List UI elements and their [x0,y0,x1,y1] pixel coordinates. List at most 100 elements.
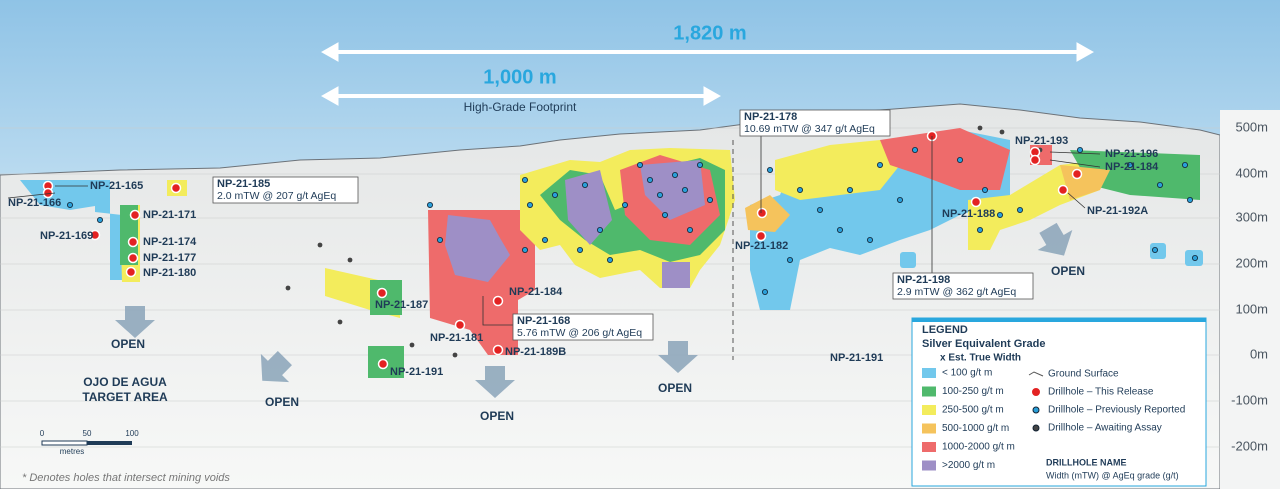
scale-bar-labels: 0 50 100 [40,429,139,438]
hole-label: NP-21-187 [375,299,428,311]
elevation-label: 100m [1235,301,1268,316]
legend-label: Drillhole – Previously Reported [1048,405,1185,416]
callout-box [512,313,654,341]
legend-swatch [922,442,936,452]
hole-label: NP-21-180 [143,267,196,279]
dot-previous [897,196,904,203]
legend-label: Ground Surface [1048,369,1119,380]
dot-release [377,358,389,370]
zone [662,262,690,288]
callout-box [892,272,1034,300]
open-arrows: OPEN OPEN OPEN OPEN OPEN [111,222,1085,423]
elevation-label: 200m [1235,255,1268,270]
zone [565,170,612,245]
legend-symbol [1028,371,1044,377]
hole-label: NP-21-171 [143,209,196,221]
open-arrow [1037,222,1073,256]
hole-label: NP-21-191 [830,352,883,364]
dot-previous [1182,161,1189,168]
hole-label: NP-21-184 [509,286,563,298]
legend-label: 250-500 g/t m [942,405,1004,416]
hole-label: NP-21-165 [90,180,143,192]
elevation-label: -100m [1231,392,1268,407]
dot-release [1057,184,1069,196]
dot-previous [577,246,584,253]
dot-release [89,229,101,241]
open-label: OPEN [658,381,692,395]
dot-release [129,209,141,221]
zone [1070,150,1200,200]
callout-hole: NP-21-198 [897,274,950,286]
dot-previous [582,181,589,188]
dot-release [125,266,137,278]
callout-hole: NP-21-178 [744,111,797,123]
dot-previous [542,236,549,243]
dot-release [454,319,466,331]
dot-awaiting [999,129,1005,135]
legend-label: >2000 g/t m [942,460,995,471]
legend-label: Drillhole – Awaiting Assay [1048,423,1162,434]
dot-previous [957,156,964,163]
dot-release [1071,168,1083,180]
scale-bar [87,441,132,445]
hole-label: NP-21-182 [735,240,788,252]
dot-previous [522,246,529,253]
dot-previous [552,191,559,198]
callout-box [212,176,359,204]
callout-detail: 5.76 mTW @ 206 g/t AgEq [517,327,642,339]
scale-tick: 100 [125,429,139,438]
elevation-label: 500m [1235,119,1268,134]
dot-previous [847,186,854,193]
dot-previous [912,146,919,153]
dot-awaiting [347,257,353,263]
hole-label: NP-21-188 [942,208,995,220]
legend-swatch [922,368,936,378]
legend-swatch [922,386,936,397]
dot-previous [1187,196,1194,203]
legend-label: 500-1000 g/t m [942,423,1009,434]
scale-arrows [320,42,1095,106]
leader [1067,192,1086,209]
leader [482,296,513,326]
footnote: * Denotes holes that intersect mining vo… [22,472,230,484]
dot-awaiting [285,285,291,291]
legend-title: LEGEND [922,324,968,336]
dot-previous [837,226,844,233]
dot-release [970,196,982,208]
zone [880,128,1010,190]
dot-awaiting [409,342,415,348]
hole-label: NP-21-177 [143,252,196,264]
dot-previous [647,176,654,183]
legend-symbol [1032,406,1040,414]
scale-unit: metres [60,447,84,456]
dot-previous [1127,161,1134,168]
arrow-head [320,42,1095,62]
callout-box [739,109,891,137]
dot-previous [622,201,629,208]
leader [7,192,56,199]
dot-previous [426,201,433,208]
dot-previous [797,186,804,193]
dot-previous [522,176,529,183]
grade-zones [20,128,1203,378]
hole-label: NP-21-174 [143,236,197,248]
target-area: OJO DE AGUA [83,375,167,389]
dot-previous [1192,254,1199,261]
footprint-label: High-Grade Footprint [464,100,577,114]
scale-tick: 50 [83,429,92,438]
legend-bar [912,318,1206,322]
dot-previous [1157,181,1164,188]
axis-panel [1220,110,1280,489]
dot-previous [67,201,74,208]
dot-release [127,252,139,264]
legend-label: Drillhole – This Release [1048,387,1154,398]
leader [1049,151,1101,155]
dot-release [492,344,504,356]
dot-previous [662,211,669,218]
zone [640,160,705,220]
dot-previous [97,216,104,223]
dot-awaiting [317,242,323,248]
dot-previous [597,226,604,233]
hole-label: NP-21-169 [40,230,93,242]
open-arrow [475,366,515,398]
